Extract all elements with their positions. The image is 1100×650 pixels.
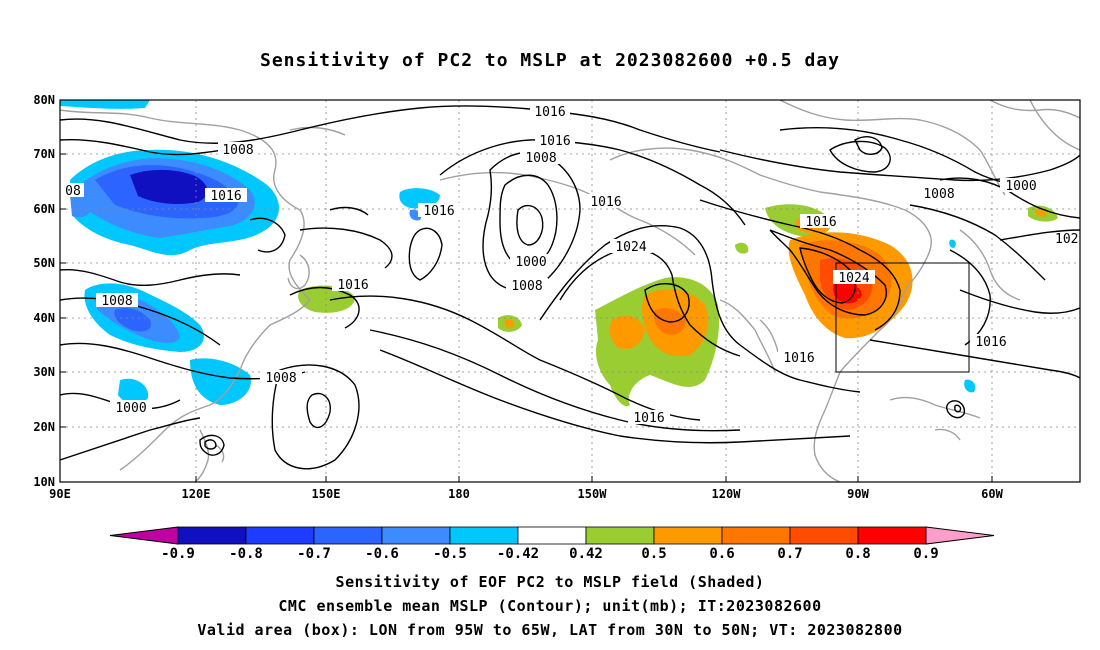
contour-label: 1000 [1005,179,1036,194]
colorbar-label: -0.42 [497,546,539,562]
lon-label: 120W [712,487,742,501]
colorbar-high-end [925,526,995,545]
lat-label: 50N [33,256,55,270]
contour-label: 1008 [101,294,132,309]
contour-label: 1000 [515,255,546,270]
contour-label: 1016 [783,351,814,366]
contour-label: 1016 [805,215,836,230]
lon-label: 150E [312,487,341,501]
contour-label: 1016 [337,278,368,293]
colorbar-label: 0.42 [569,546,603,562]
lat-label: 10N [33,475,55,489]
lat-label: 60N [33,202,55,216]
colorbar-segment [449,526,519,545]
colorbar-segment [517,526,587,545]
lat-label: 30N [33,365,55,379]
contour-label: 1008 [525,151,556,166]
lon-label: 150W [578,487,608,501]
colorbar-label: -0.7 [297,546,331,562]
colorbar-label: -0.8 [229,546,263,562]
lat-label: 40N [33,311,55,325]
colorbar-segment [177,526,247,545]
colorbar-label: -0.6 [365,546,399,562]
contour-label: 1016 [210,189,241,204]
latitude-labels: 80N 70N 60N 50N 40N 30N 20N 10N [33,93,55,489]
valid-area-box [835,262,970,373]
contour-label: 08 [65,184,81,199]
contour-label: 1016 [539,134,570,149]
lat-label: 70N [33,147,55,161]
colorbar-label: 0.5 [641,546,666,562]
contour-label: 1016 [975,335,1006,350]
colorbar-segment [585,526,655,545]
contour-label: 1016 [633,411,664,426]
contour-label: 1000 [115,401,146,416]
contour-labels: 1016 1016 1008 1016 1016 1024 1008 1016 … [62,104,1078,426]
footer-line-3: Valid area (box): LON from 95W to 65W, L… [197,621,903,639]
contour-label: 1008 [222,143,253,158]
contour-label: 1008 [265,371,296,386]
lat-label: 20N [33,420,55,434]
colorbar-label: 0.9 [913,546,938,562]
colorbar-label: 0.7 [777,546,802,562]
lon-label: 60W [981,487,1003,501]
colorbar-segment [381,526,451,545]
colorbar-label: 0.8 [845,546,870,562]
lat-label: 80N [33,93,55,107]
colorbar: -0.9 -0.8 -0.7 -0.6 -0.5 -0.42 0.42 0.5 0.6 0.7 0.… [109,526,995,562]
colorbar-label: 0.6 [709,546,734,562]
footer-line-1: Sensitivity of EOF PC2 to MSLP field (Sh… [335,573,765,591]
contour-label: 1008 [923,187,954,202]
contour-label: 1016 [534,105,565,120]
colorbar-label: -0.5 [433,546,467,562]
contour-label: 1024 [838,271,869,286]
contour-label: 1024 [615,240,646,255]
map-title: Sensitivity of PC2 to MSLP at 2023082600… [259,50,840,71]
colorbar-segment [721,526,791,545]
longitude-labels: 90E 120E 150E 180 150W 120W 90W 60W [49,487,1003,501]
contour-label: 1016 [423,204,454,219]
colorbar-segment [653,526,723,545]
footer-line-2: CMC ensemble mean MSLP (Contour); unit(m… [278,597,822,615]
map-area [60,100,1080,482]
lon-label: 90E [49,487,71,501]
axis-ticks [60,99,993,483]
colorbar-label: -0.9 [161,546,195,562]
colorbar-segment [789,526,859,545]
lon-label: 120E [182,487,211,501]
lon-label: 90W [847,487,869,501]
contour-label: 1016 [590,195,621,210]
colorbar-segment [313,526,383,545]
colorbar-segment [857,526,927,545]
colorbar-segment [245,526,315,545]
contour-label: 102 [1055,232,1078,247]
lon-label: 180 [448,487,470,501]
colorbar-low-end [109,526,179,545]
contour-label: 1008 [511,279,542,294]
